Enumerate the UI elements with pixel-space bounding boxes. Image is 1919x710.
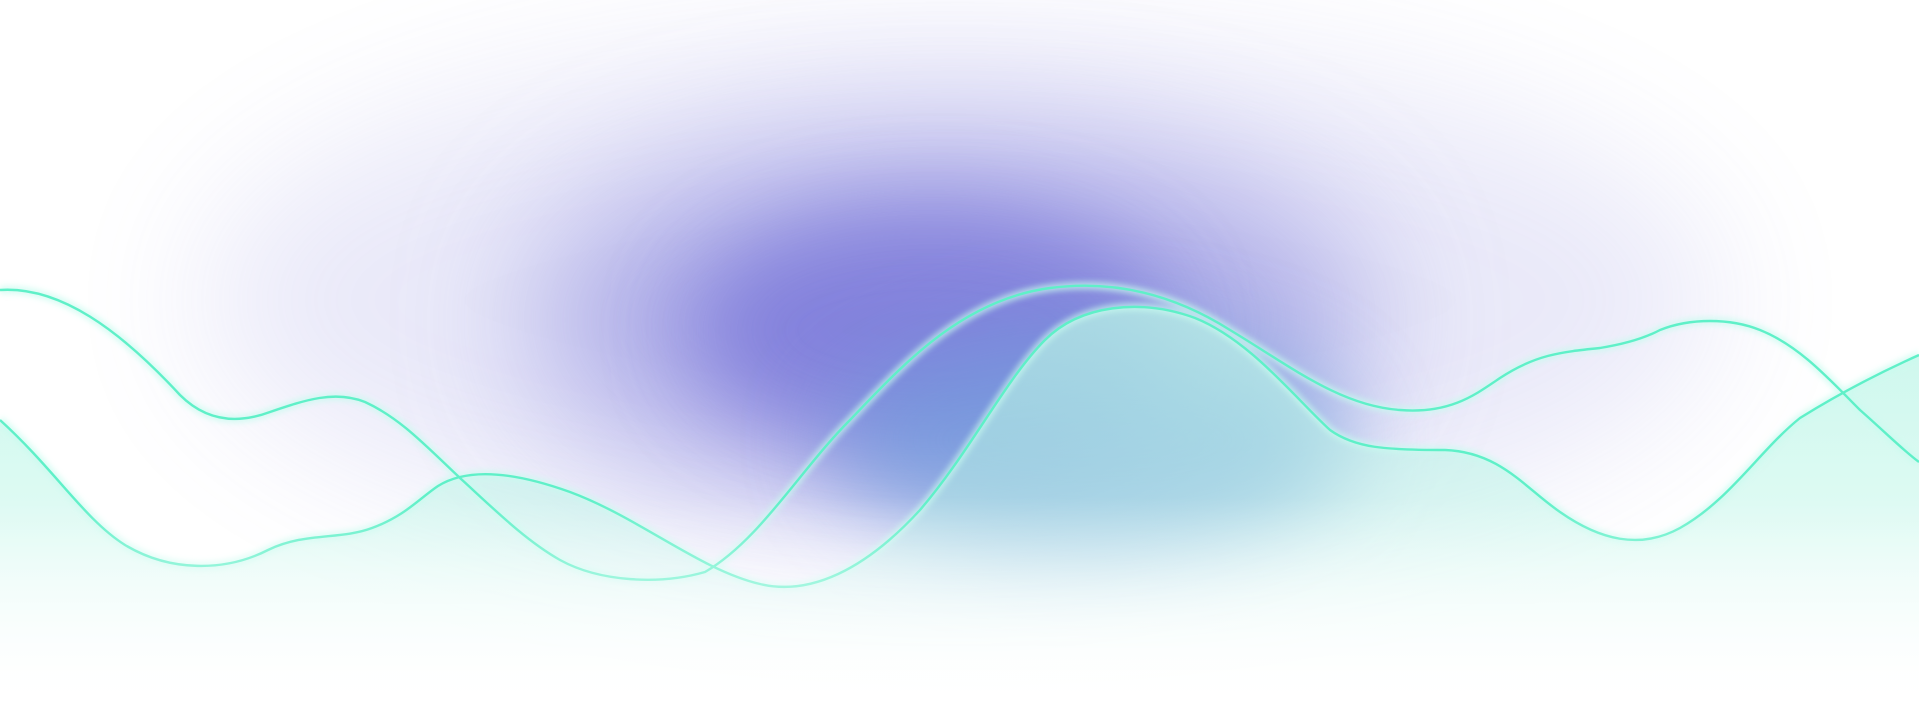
bottom-fade [0,0,1919,710]
abstract-wave-background [0,0,1919,710]
wave-illustration [0,0,1919,710]
